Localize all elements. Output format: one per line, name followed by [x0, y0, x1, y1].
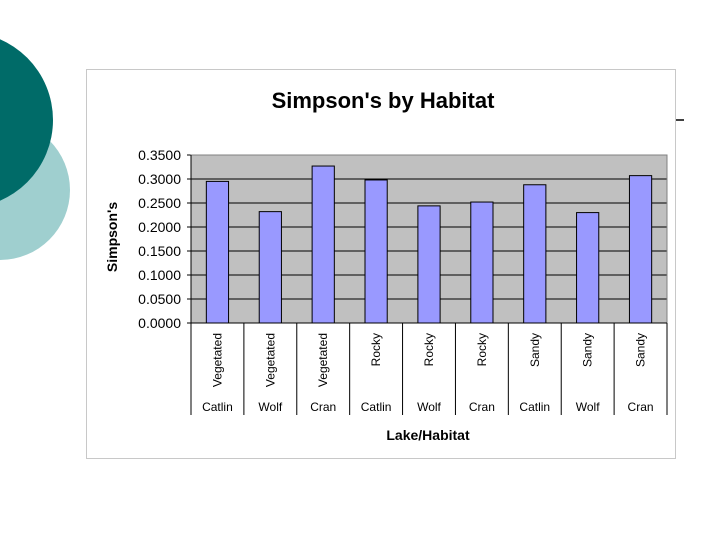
habitat-label: Rocky [422, 333, 436, 366]
y-tick-label: 0.3000 [138, 171, 181, 187]
chart-title: Simpson's by Habitat [272, 88, 495, 113]
bar-vegetated-wolf [258, 211, 282, 324]
y-tick-label: 0.3500 [138, 147, 181, 163]
y-tick-label: 0.2000 [138, 219, 181, 235]
habitat-label: Vegetated [316, 333, 330, 387]
lake-label: Wolf [576, 400, 600, 414]
habitat-label: Sandy [634, 333, 648, 367]
habitat-label: Sandy [528, 333, 542, 367]
y-tick-label: 0.0500 [138, 291, 181, 307]
y-tick-label: 0.1500 [138, 243, 181, 259]
lake-label: Wolf [417, 400, 441, 414]
y-tick-label: 0.1000 [138, 267, 181, 283]
bar-vegetated-catlin [205, 180, 230, 324]
decor-circle-dark [0, 39, 53, 201]
habitat-label: Sandy [581, 333, 595, 367]
habitat-label: Rocky [475, 333, 489, 366]
lake-label: Catlin [361, 400, 392, 414]
habitat-label: Vegetated [210, 333, 224, 387]
lake-label: Wolf [258, 400, 282, 414]
y-axis-label: Simpson's [104, 202, 120, 272]
chart-svg: Simpson's by Habitat 0.0000 0.0500 0.1000 0… [104, 88, 668, 443]
category-axis: Vegetated Catlin Vegetated Wolf Vegetated Cra… [190, 155, 668, 415]
bar-sandy-cran [628, 175, 653, 324]
lake-label: Catlin [202, 400, 233, 414]
lake-label: Cran [469, 400, 495, 414]
bar-rocky-wolf [417, 205, 441, 324]
habitat-label: Vegetated [263, 333, 277, 387]
bar-layer [205, 165, 653, 324]
bar-rocky-catlin [364, 179, 388, 324]
lake-label: Cran [628, 400, 654, 414]
y-tick-label: 0.2500 [138, 195, 181, 211]
habitat-label: Rocky [369, 333, 383, 366]
y-tick-label: 0.0000 [138, 315, 181, 331]
lake-label: Catlin [519, 400, 550, 414]
chart-area: Simpson's by Habitat 0.0000 0.0500 0.1000 0… [86, 69, 676, 459]
bar-vegetated-cran [311, 165, 335, 324]
bar-sandy-wolf [576, 212, 600, 324]
bar-rocky-cran [470, 201, 494, 324]
lake-label: Cran [310, 400, 336, 414]
bar-sandy-catlin [523, 184, 547, 324]
x-axis-label: Lake/Habitat [386, 427, 470, 443]
